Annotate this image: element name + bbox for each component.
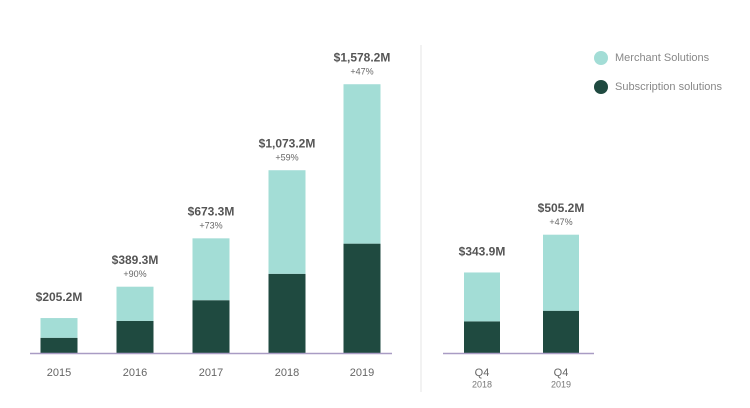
- bar-segment: [464, 272, 500, 322]
- bar-segment: [268, 273, 306, 353]
- bar-segment: [192, 300, 230, 353]
- total-label: $673.3M: [188, 205, 235, 219]
- growth-label: +47%: [350, 67, 373, 77]
- growth-label: +59%: [275, 153, 298, 163]
- bar-segment: [343, 84, 381, 244]
- x-tick-label: 2017: [199, 367, 223, 379]
- bar-segment: [40, 318, 78, 338]
- x-tick-label: Q4: [554, 367, 569, 379]
- bar-segment: [40, 337, 78, 353]
- x-sub-label: 2018: [472, 379, 492, 389]
- legend-swatch: [594, 51, 608, 65]
- bar-segment: [464, 321, 500, 353]
- legend-label: Merchant Solutions: [615, 52, 710, 64]
- growth-label: +73%: [199, 221, 222, 231]
- total-label: $343.9M: [459, 245, 506, 259]
- growth-label: +90%: [123, 269, 146, 279]
- total-label: $389.3M: [112, 253, 159, 267]
- bar-segment: [116, 286, 154, 321]
- legend-label: Subscription solutions: [615, 81, 723, 93]
- growth-label: +47%: [549, 217, 572, 227]
- x-tick-label: 2016: [123, 367, 147, 379]
- x-tick-label: 2018: [275, 367, 299, 379]
- x-tick-label: 2015: [47, 367, 71, 379]
- bar-segment: [343, 243, 381, 353]
- bar-segment: [192, 238, 230, 301]
- bar-segment: [116, 320, 154, 353]
- total-label: $205.2M: [36, 290, 83, 304]
- bar-segment: [543, 234, 579, 311]
- x-sub-label: 2019: [551, 379, 571, 389]
- bar-segment: [268, 170, 306, 274]
- x-tick-label: Q4: [475, 367, 490, 379]
- total-label: $1,073.2M: [259, 136, 316, 150]
- x-tick-label: 2019: [350, 367, 374, 379]
- bar-segment: [543, 310, 579, 353]
- legend-swatch: [594, 80, 608, 94]
- total-label: $1,578.2M: [334, 50, 391, 64]
- total-label: $505.2M: [538, 201, 585, 215]
